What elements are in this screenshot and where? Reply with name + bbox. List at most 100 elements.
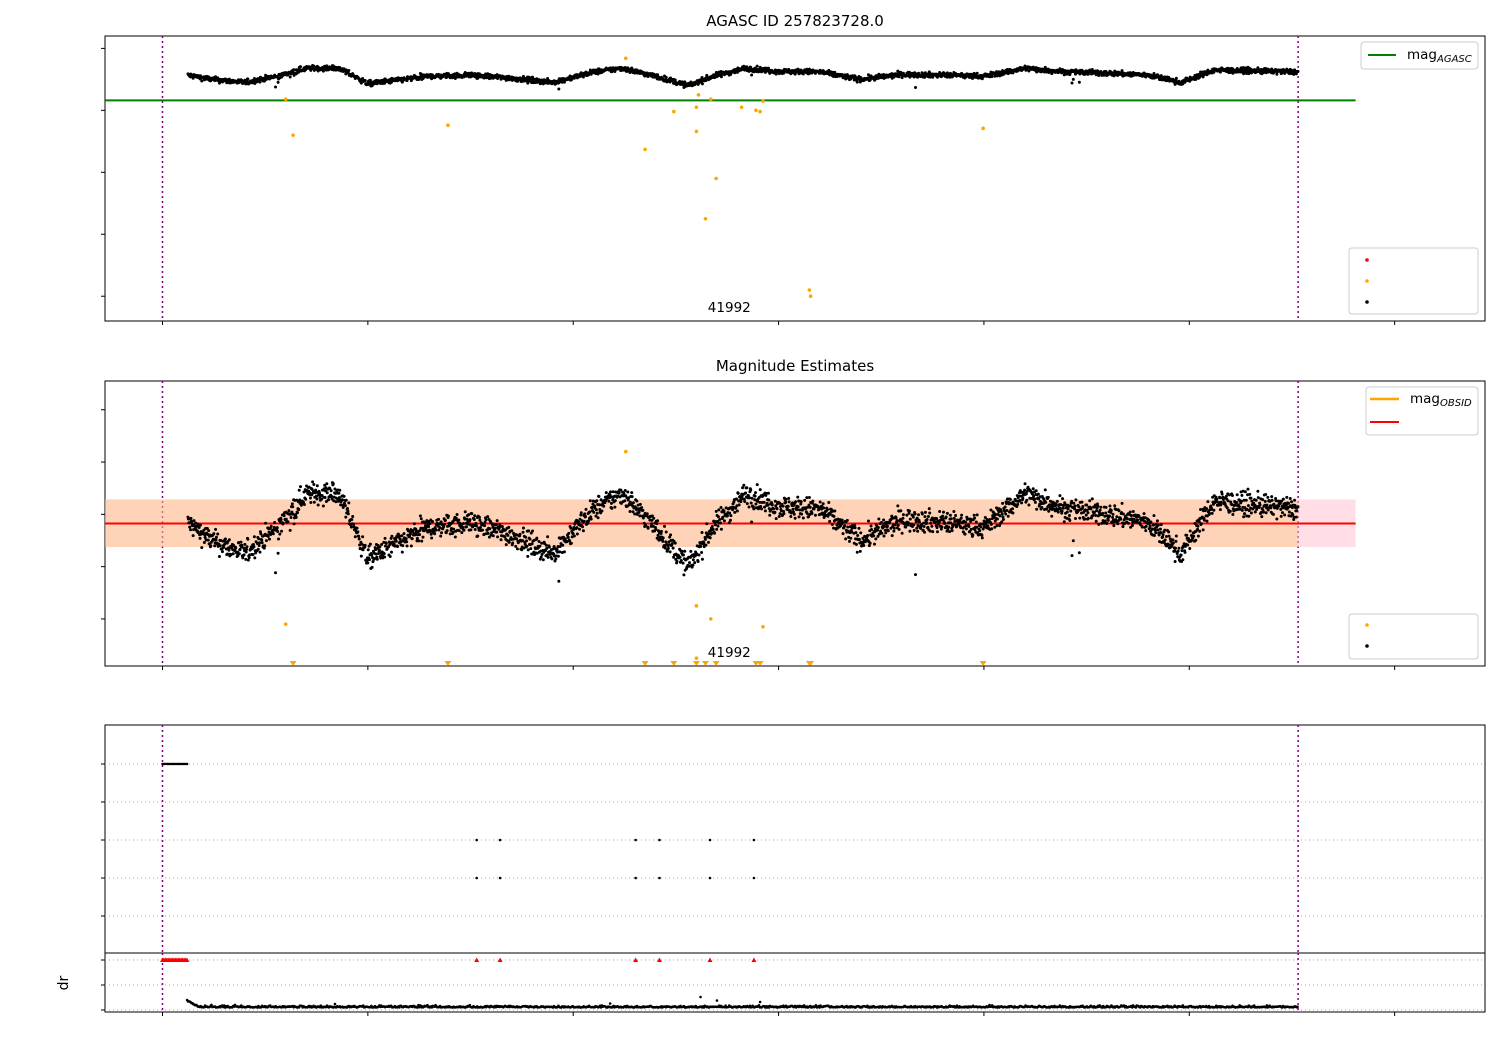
ok-point — [975, 71, 979, 75]
ok-point — [843, 524, 847, 528]
ok-point — [637, 510, 641, 514]
ok-point — [338, 488, 342, 492]
ok-point — [1046, 495, 1050, 499]
ok-point — [594, 514, 598, 518]
ok-point — [646, 74, 650, 78]
ok-point — [868, 541, 872, 545]
ok-point — [787, 500, 791, 504]
ok-point — [405, 79, 409, 83]
ok-point — [578, 527, 582, 531]
ok-point — [1094, 513, 1098, 517]
ok-point — [905, 513, 909, 517]
ok-point — [281, 521, 285, 525]
ok-point — [530, 542, 534, 546]
ok-point — [1089, 507, 1093, 511]
ok-point — [619, 488, 623, 492]
ok-point — [346, 507, 350, 511]
ok-point — [344, 515, 348, 519]
ok-point — [442, 525, 446, 529]
ok-point — [1181, 82, 1185, 86]
ok-point — [1104, 511, 1108, 515]
ok-point — [375, 557, 379, 561]
ok-point — [792, 512, 796, 516]
ok-point — [568, 539, 572, 543]
ok-point — [913, 573, 917, 577]
ok-point — [628, 510, 632, 514]
ok-point — [786, 504, 790, 508]
ok-point — [867, 544, 871, 548]
ok-point — [582, 519, 586, 523]
ok-point — [554, 557, 558, 561]
ok-point — [659, 529, 663, 533]
ok-point — [678, 555, 682, 559]
ok-point — [343, 504, 347, 508]
ok-point — [234, 546, 238, 550]
ok-point — [245, 547, 249, 551]
ok-point — [394, 539, 398, 543]
ok-point — [700, 530, 704, 534]
ok-point — [538, 544, 542, 548]
ok-point — [476, 534, 480, 538]
ok-point — [725, 514, 729, 518]
ok-point — [390, 550, 394, 554]
ok-point — [700, 75, 704, 79]
ok-point — [1033, 500, 1037, 504]
ok-point — [1016, 502, 1020, 506]
ok-point — [668, 550, 672, 554]
ok-point — [330, 494, 334, 498]
ok-point — [884, 531, 888, 535]
ok-point — [883, 528, 887, 532]
ok-point — [571, 532, 575, 536]
ok-point — [704, 543, 708, 547]
ok-point — [752, 507, 756, 511]
ok-point — [939, 527, 943, 531]
ok-point — [913, 512, 917, 516]
ok-point — [1006, 514, 1010, 518]
ok-point — [782, 71, 786, 75]
highlighted-point — [703, 216, 708, 221]
ok-point — [739, 500, 743, 504]
ok-point — [366, 561, 370, 565]
ok-point — [238, 547, 242, 551]
ok-point — [1140, 525, 1144, 529]
ok-point — [597, 494, 601, 498]
ok-point — [900, 531, 904, 535]
ok-point — [252, 545, 256, 549]
ok-point — [650, 514, 654, 518]
ok-point — [1108, 504, 1112, 508]
ok-point — [546, 555, 550, 559]
ok-point — [774, 504, 778, 508]
ok-point — [506, 533, 510, 537]
ok-point — [989, 508, 993, 512]
ok-point — [879, 521, 883, 525]
ok-point — [617, 491, 621, 495]
ok-point — [907, 521, 911, 525]
ok-point — [515, 537, 519, 541]
ok-point — [731, 508, 735, 512]
ok-point — [680, 549, 684, 553]
highlighted-point — [694, 105, 699, 110]
ok-point — [337, 491, 341, 495]
ok-point — [510, 529, 514, 533]
ok-point — [545, 546, 549, 550]
ok-point — [556, 545, 560, 549]
ok-point — [896, 523, 900, 527]
ok-point — [999, 509, 1003, 513]
ok-point — [1083, 517, 1087, 521]
ok-point — [543, 549, 547, 553]
ok-point — [203, 536, 207, 540]
ok-point — [1032, 494, 1036, 498]
ok-point — [555, 547, 559, 551]
highlighted-point — [672, 109, 676, 114]
ok-point — [1068, 504, 1072, 508]
ok-point — [908, 517, 912, 521]
ok-point — [1177, 546, 1181, 550]
ok-point — [948, 513, 952, 517]
panel-magnitude-axes — [101, 381, 1396, 670]
ok-point — [796, 495, 800, 499]
ok-point — [472, 518, 476, 522]
ok-point — [1066, 507, 1070, 511]
ok-point — [669, 533, 673, 537]
ok-point — [995, 524, 999, 528]
ok-point — [750, 520, 754, 524]
